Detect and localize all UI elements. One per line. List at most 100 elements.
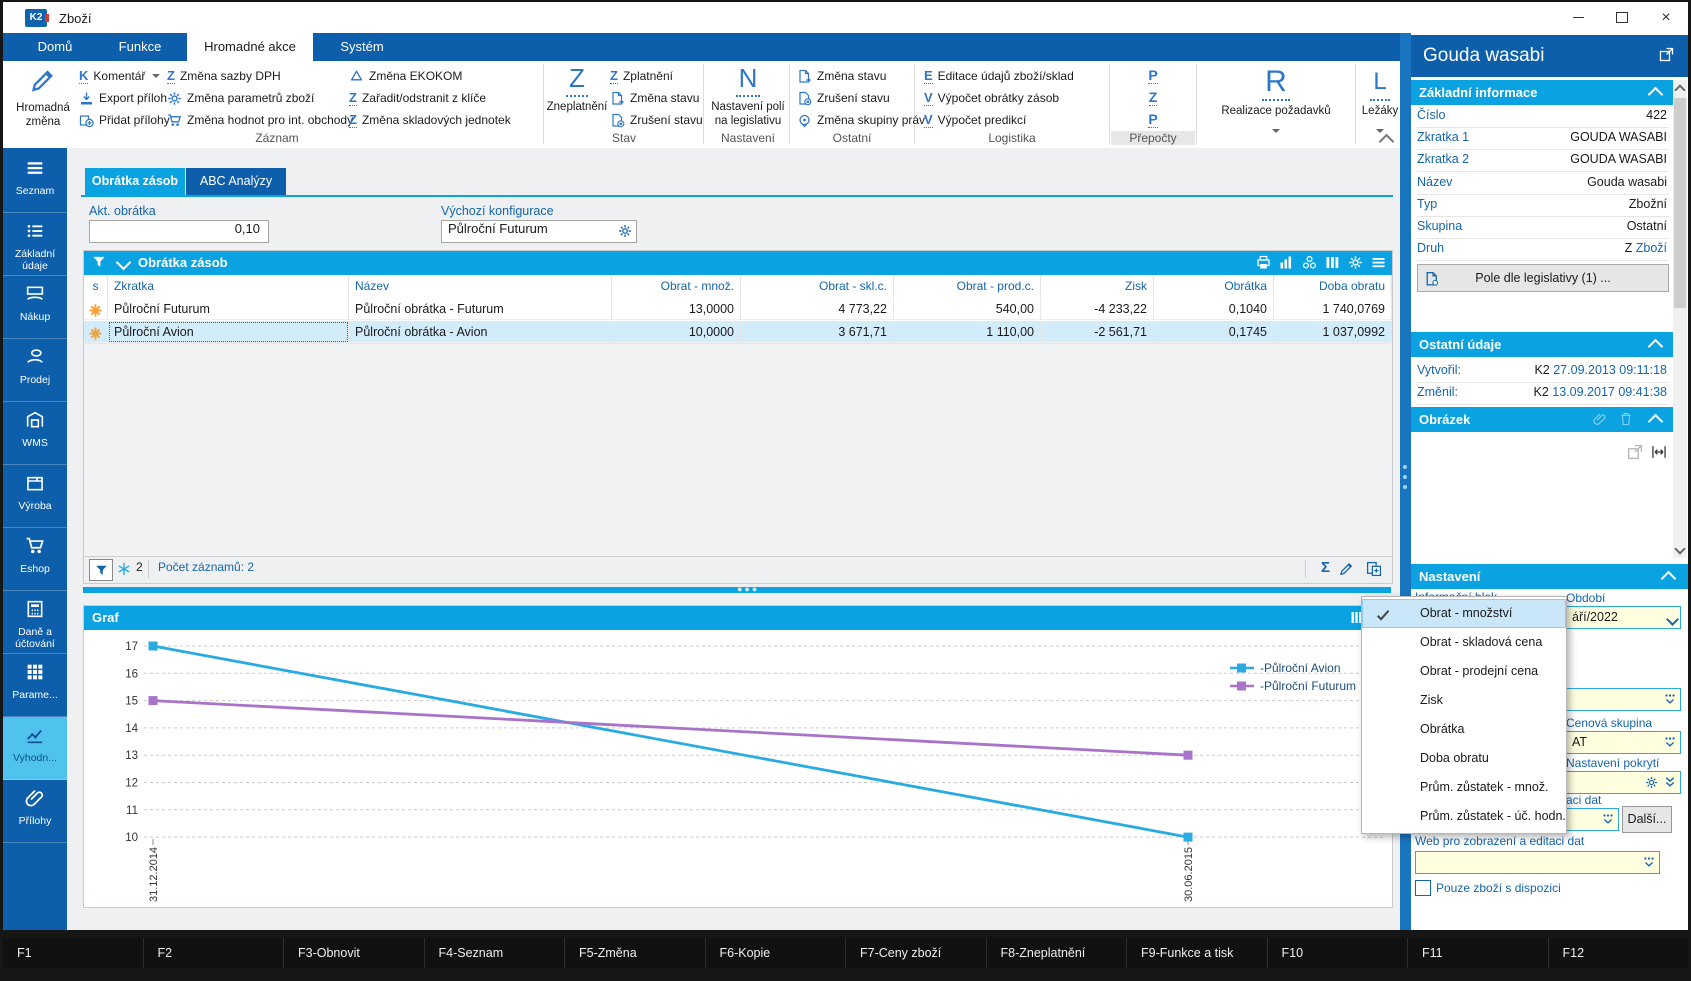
ribbon-button-Výpočet predikcí[interactable]: V Výpočet predikcí: [924, 111, 1027, 128]
stack-button-P[interactable]: P: [1148, 67, 1158, 84]
gear-icon[interactable]: [1348, 255, 1363, 275]
menu-item-Prům. zůstatek - množ.[interactable]: Prům. zůstatek - množ.: [1420, 780, 1549, 794]
big-button-Ležáky[interactable]: L Ležáky: [1357, 61, 1403, 138]
ribbon-tab-3[interactable]: Hromadné akce: [187, 33, 313, 61]
menu-item-Obrat - množství[interactable]: Obrat - množství: [1362, 599, 1566, 628]
menu-item-Zisk[interactable]: Zisk: [1420, 693, 1443, 707]
fkey-F12[interactable]: F12: [1547, 938, 1689, 968]
ribbon-button-Změna EKOKOM[interactable]: Změna EKOKOM: [349, 66, 462, 86]
fkey-F5[interactable]: F5-Změna: [564, 938, 705, 968]
ribbon-button-Editace údajů zboží/sklad[interactable]: E Editace údajů zboží/sklad: [924, 67, 1074, 84]
ribbon-button-Přidat přílohy[interactable]: Přidat přílohy: [79, 110, 170, 130]
dalsi-button[interactable]: Další...: [1622, 806, 1672, 833]
ribbon-button-Zrušení stavu[interactable]: Zrušení stavu: [610, 110, 703, 130]
info-combo[interactable]: [1566, 688, 1681, 711]
section-zakladni-bar[interactable]: Základní informace: [1411, 80, 1673, 105]
obdobi-combo[interactable]: áří/2022: [1566, 606, 1681, 629]
sum-icon[interactable]: Σ: [1320, 559, 1330, 576]
filter-icon[interactable]: [92, 255, 106, 274]
menu-item-Doba obratu[interactable]: Doba obratu: [1420, 751, 1489, 765]
menu-item-Prům. zůstatek - úč. hodn.[interactable]: Prům. zůstatek - úč. hodn.: [1420, 809, 1566, 823]
sidebar-item-Daně a účtování[interactable]: Daně a účtování: [3, 591, 67, 654]
cenova-skupina-combo[interactable]: AT: [1566, 731, 1681, 754]
sidebar-item-Vyhodn...[interactable]: Vyhodn...: [3, 717, 67, 780]
minimize-button[interactable]: [1556, 2, 1600, 33]
column-header-Obrátka[interactable]: Obrátka: [1154, 275, 1274, 297]
popout-icon[interactable]: [1627, 444, 1643, 465]
ribbon-button-Zplatnění[interactable]: Z Zplatnění: [610, 67, 673, 84]
ribbon-button-Změna skupiny práv[interactable]: Změna skupiny práv: [797, 110, 925, 130]
ribbon-tab-2[interactable]: Funkce: [118, 39, 162, 54]
big-button-Zneplatnění[interactable]: Z Zneplatnění: [546, 63, 608, 113]
sidebar-item-Nákup[interactable]: Nákup: [3, 276, 67, 339]
horizontal-splitter[interactable]: ●●●: [83, 585, 1391, 594]
snowflake-icon[interactable]: [117, 562, 131, 581]
big-button-Realizace požadavků[interactable]: R Realizace požadavků: [1198, 61, 1354, 138]
line-chart[interactable]: 17 16 15 14 13 12 11 10 31.12.2014 30.06.2015 -Půl…: [84, 630, 1392, 906]
edit-pencil-icon[interactable]: [1339, 561, 1354, 581]
form-add-icon[interactable]: [1366, 561, 1382, 582]
ribbon-button-Změna skladových jednotek[interactable]: Z Změna skladových jednotek: [349, 111, 511, 128]
fkey-F6[interactable]: F6-Kopie: [704, 938, 846, 968]
active-filter-icon[interactable]: [89, 559, 113, 581]
fkey-F2[interactable]: F2: [142, 938, 284, 968]
pouze-zbozi-checkbox[interactable]: [1415, 880, 1431, 896]
resize-width-icon[interactable]: [1651, 444, 1667, 465]
vertical-splitter[interactable]: [1400, 33, 1411, 930]
maximize-button[interactable]: [1600, 2, 1644, 33]
ribbon-tab-1[interactable]: Domů: [37, 39, 73, 54]
big-button-Hromadná změna[interactable]: Hromadná změna: [11, 61, 75, 129]
fkey-F4[interactable]: F4-Seznam: [423, 938, 565, 968]
ribbon-button-Změna sazby DPH[interactable]: Z Změna sazby DPH: [167, 67, 281, 84]
fkey-F7[interactable]: F7-Ceny zboží: [845, 938, 986, 968]
editace-dat-combo[interactable]: [1566, 808, 1619, 831]
sidebar-item-Eshop[interactable]: Eshop: [3, 528, 67, 591]
popout-icon[interactable]: [1659, 47, 1674, 67]
close-button[interactable]: ×: [1661, 8, 1671, 26]
cluster-icon[interactable]: [1302, 255, 1317, 275]
column-header-Zkratka[interactable]: Zkratka: [108, 275, 349, 297]
fkey-F3[interactable]: F3-Obnovit: [283, 938, 424, 968]
series-picker-icon[interactable]: [1349, 610, 1364, 630]
menu-item-Obrat - prodejní cena[interactable]: Obrat - prodejní cena: [1420, 664, 1539, 678]
section-nastaveni-bar[interactable]: Nastavení: [1411, 564, 1688, 589]
column-header-Obrat - skl.c.[interactable]: Obrat - skl.c.: [741, 275, 894, 297]
akt-obratka-input[interactable]: 0,10: [89, 220, 269, 243]
column-header-Obrat - prod.c.[interactable]: Obrat - prod.c.: [894, 275, 1041, 297]
scroll-thumb[interactable]: [1674, 98, 1686, 308]
ribbon-button-Export příloh[interactable]: Export příloh: [79, 88, 167, 108]
printer-icon[interactable]: [1256, 255, 1271, 275]
table-row[interactable]: Půlroční Avion Půlroční obrátka - Avion 10…: [84, 321, 1392, 344]
table-row[interactable]: Půlroční Futurum Půlroční obrátka - Futur…: [84, 298, 1392, 321]
sidebar-item-Přílohy[interactable]: Přílohy: [3, 780, 67, 843]
web-combo[interactable]: [1415, 851, 1660, 874]
sidebar-item-Parame...[interactable]: Parame...: [3, 654, 67, 717]
sidebar-item-Seznam[interactable]: Seznam: [3, 150, 67, 213]
column-header-Obrat - množ.[interactable]: Obrat - množ.: [612, 275, 741, 297]
fkey-F10[interactable]: F10: [1266, 938, 1408, 968]
ribbon-button-Zrušení stavu[interactable]: Zrušení stavu: [797, 88, 890, 108]
sidebar-item-WMS[interactable]: WMS: [3, 402, 67, 465]
column-header-Doba obratu[interactable]: Doba obratu: [1274, 275, 1392, 297]
stack-button-Z[interactable]: Z: [1148, 89, 1158, 106]
ribbon-button-Změna parametrů zboží[interactable]: Změna parametrů zboží: [167, 88, 314, 108]
ribbon-button-Změna stavu[interactable]: Změna stavu: [797, 66, 886, 86]
panel-scrollbar[interactable]: [1673, 80, 1687, 558]
nastaveni-pokryti-combo[interactable]: [1566, 771, 1681, 794]
stack-button-P[interactable]: P: [1148, 111, 1158, 128]
sidebar-item-Výroba[interactable]: Výroba: [3, 465, 67, 528]
hamburger-icon[interactable]: [1371, 255, 1386, 275]
fkey-F11[interactable]: F11: [1407, 938, 1548, 968]
ribbon-button-Změna hodnot pro int. obchody[interactable]: Změna hodnot pro int. obchody: [167, 110, 353, 130]
scroll-up-icon[interactable]: [1673, 80, 1687, 96]
chevron-down-icon[interactable]: [115, 254, 132, 271]
sidebar-item-Základní údaje[interactable]: Základní údaje: [3, 213, 67, 276]
ribbon-button-Komentář[interactable]: K Komentář: [79, 66, 161, 86]
vychozi-konfigurace-combo[interactable]: Půlroční Futurum: [441, 220, 637, 243]
fkey-F9[interactable]: F9-Funkce a tisk: [1126, 938, 1267, 968]
column-header-Název[interactable]: Název: [349, 275, 612, 297]
column-header-Zisk[interactable]: Zisk: [1041, 275, 1154, 297]
menu-item-Obrátka[interactable]: Obrátka: [1420, 722, 1465, 736]
pole-dle-legislativy-button[interactable]: Pole dle legislativy (1) ...: [1417, 264, 1669, 292]
trash-icon[interactable]: [1619, 412, 1633, 431]
